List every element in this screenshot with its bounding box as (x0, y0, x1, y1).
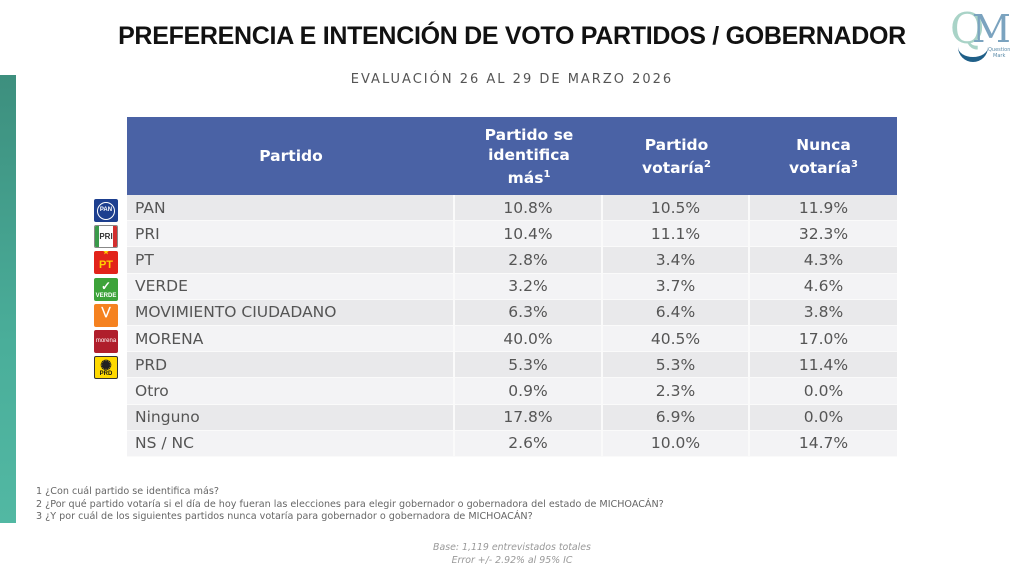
party-name-cell: MORENA (127, 325, 455, 353)
footnote-3: 3 ¿Y por cuál de los siguientes partidos… (36, 511, 533, 523)
table-row: PRD 5.3% 5.3% 11.4% (127, 352, 897, 379)
nunca-votaria-cell: 0.0% (750, 404, 897, 431)
identifica-cell: 2.8% (455, 247, 603, 274)
table-row: NS / NC 2.6% 10.0% 14.7% (127, 430, 897, 457)
logo-swoosh-icon (958, 46, 988, 62)
mc-logo-icon (94, 303, 118, 327)
identifica-cell: 5.3% (455, 352, 603, 379)
identifica-cell: 10.4% (455, 221, 603, 248)
votaria-cell: 6.9% (603, 404, 750, 431)
party-name-cell: MOVIMIENTO CIUDADANO (127, 299, 455, 326)
identifica-cell: 17.8% (455, 404, 603, 431)
page-title: PREFERENCIA E INTENCIÓN DE VOTO PARTIDOS… (118, 22, 906, 50)
votaria-cell: 6.4% (603, 299, 750, 326)
logo-tagline: Question Mark (988, 47, 1011, 59)
party-name-cell: Otro (127, 378, 455, 405)
morena-logo-icon: morena (94, 329, 118, 353)
logo-letter-q: Q (950, 4, 985, 53)
nunca-votaria-cell: 11.9% (750, 195, 897, 222)
table-row: PAN 10.8% 10.5% 11.9% (127, 195, 897, 222)
page-subtitle: EVALUACIÓN 26 AL 29 DE MARZO 2026 (350, 72, 674, 87)
identifica-cell: 0.9% (455, 378, 603, 405)
table-header-row: Partido Partido se identifica más1 Parti… (127, 117, 897, 195)
party-name-cell: VERDE (127, 273, 455, 300)
party-name-cell: PRD (127, 352, 455, 379)
nunca-votaria-cell: 4.6% (750, 273, 897, 300)
nunca-votaria-cell: 0.0% (750, 378, 897, 405)
sample-base-note: Base: 1,119 entrevistados totales Error … (0, 541, 1024, 567)
vote-preference-table: Partido Partido se identifica más1 Parti… (127, 117, 897, 457)
party-name-cell: Ninguno (127, 404, 455, 431)
prd-logo-icon: PRD (94, 356, 118, 380)
column-header-votaria: Partido votaría2 (603, 117, 750, 195)
votaria-cell: 40.5% (603, 325, 750, 353)
votaria-cell: 3.4% (603, 247, 750, 274)
side-accent-bar (0, 75, 16, 523)
table-row: PRI 10.4% 11.1% 32.3% (127, 221, 897, 248)
column-header-nunca-votaria: Nunca votaría3 (750, 117, 897, 195)
identifica-cell: 2.6% (455, 430, 603, 457)
footnote-2: 2 ¿Por qué partido votaría si el día de … (36, 498, 664, 510)
votaria-cell: 11.1% (603, 221, 750, 248)
nunca-votaria-cell: 14.7% (750, 430, 897, 457)
nunca-votaria-cell: 32.3% (750, 221, 897, 248)
votaria-cell: 10.0% (603, 430, 750, 457)
table-row: VERDE 3.2% 3.7% 4.6% (127, 273, 897, 300)
footnotes: 1 ¿Con cuál partido se identifica más? 2… (36, 486, 664, 524)
votaria-cell: 10.5% (603, 195, 750, 222)
party-name-cell: NS / NC (127, 430, 455, 457)
column-header-partido: Partido (127, 117, 455, 195)
identifica-cell: 40.0% (455, 325, 603, 353)
party-name-cell: PT (127, 247, 455, 274)
footnote-1: 1 ¿Con cuál partido se identifica más? (36, 486, 219, 497)
votaria-cell: 3.7% (603, 273, 750, 300)
identifica-cell: 3.2% (455, 273, 603, 300)
pri-logo-icon: PRI (94, 225, 118, 249)
table-row: Ninguno 17.8% 6.9% 0.0% (127, 404, 897, 431)
table-row: MORENA 40.0% 40.5% 17.0% (127, 325, 897, 353)
party-name-cell: PAN (127, 195, 455, 222)
party-logos: PAN PRI PT VERDE morena PRD (94, 199, 118, 382)
table-row: MOVIMIENTO CIUDADANO 6.3% 6.4% 3.8% (127, 299, 897, 326)
logo-letter-m: M (972, 7, 1011, 51)
margin-of-error: Error +/- 2.92% al 95% IC (451, 555, 573, 566)
base-size: Base: 1,119 entrevistados totales (433, 542, 591, 553)
nunca-votaria-cell: 4.3% (750, 247, 897, 274)
nunca-votaria-cell: 17.0% (750, 325, 897, 353)
nunca-votaria-cell: 11.4% (750, 352, 897, 379)
votaria-cell: 2.3% (603, 378, 750, 405)
table-row: PT 2.8% 3.4% 4.3% (127, 247, 897, 274)
table-row: Otro 0.9% 2.3% 0.0% (127, 378, 897, 405)
pt-logo-icon: PT (94, 251, 118, 275)
pan-logo-icon: PAN (94, 199, 118, 222)
verde-logo-icon: VERDE (94, 277, 118, 301)
brand-logo: Q M Question Mark (948, 6, 1020, 66)
nunca-votaria-cell: 3.8% (750, 299, 897, 326)
column-header-identifica: Partido se identifica más1 (455, 117, 603, 195)
identifica-cell: 10.8% (455, 195, 603, 222)
votaria-cell: 5.3% (603, 352, 750, 379)
identifica-cell: 6.3% (455, 299, 603, 326)
party-name-cell: PRI (127, 221, 455, 248)
